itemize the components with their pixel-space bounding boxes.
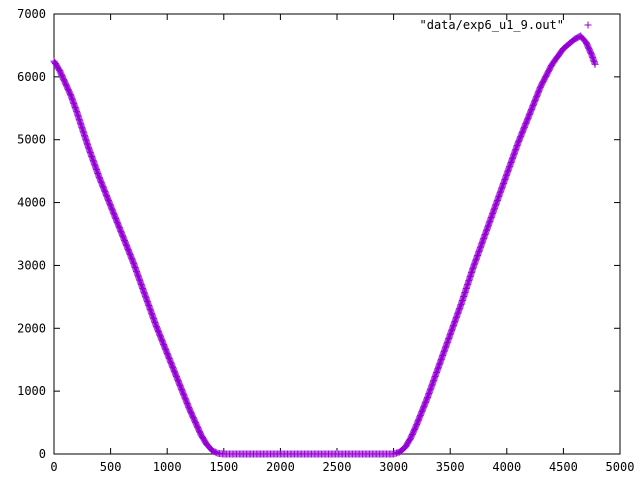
y-tick-label: 3000 — [17, 258, 46, 272]
x-tick-label: 2500 — [323, 460, 352, 474]
x-tick-label: 2000 — [266, 460, 295, 474]
x-axis: 0 500 1000 1500 2000 2500 3000 3500 4000 4500 5000 — [50, 14, 634, 474]
x-tick-label: 500 — [100, 460, 122, 474]
x-tick-label: 4500 — [549, 460, 578, 474]
x-tick-label: 0 — [50, 460, 57, 474]
y-tick-label: 5000 — [17, 133, 46, 147]
x-tick-label: 3500 — [436, 460, 465, 474]
y-tick-label: 6000 — [17, 70, 46, 84]
x-tick-label: 3000 — [379, 460, 408, 474]
legend-label: "data/exp6_u1_9.out" — [420, 18, 565, 32]
x-tick-label: 1500 — [209, 460, 238, 474]
y-tick-label: 7000 — [17, 7, 46, 21]
y-tick-label: 2000 — [17, 321, 46, 335]
legend: "data/exp6_u1_9.out" — [420, 18, 592, 32]
data-point — [591, 60, 599, 68]
plot-frame — [53, 13, 621, 455]
series-points — [50, 32, 599, 458]
y-axis: 0 1000 2000 3000 4000 5000 6000 7000 — [17, 7, 620, 461]
y-tick-label: 1000 — [17, 384, 46, 398]
y-tick-label: 4000 — [17, 196, 46, 210]
x-tick-label: 1000 — [153, 460, 182, 474]
x-tick-label: 4000 — [492, 460, 521, 474]
legend-marker — [584, 21, 592, 29]
legend-marker-plus — [584, 21, 592, 29]
x-tick-label: 5000 — [606, 460, 635, 474]
y-tick-label: 0 — [39, 447, 46, 461]
